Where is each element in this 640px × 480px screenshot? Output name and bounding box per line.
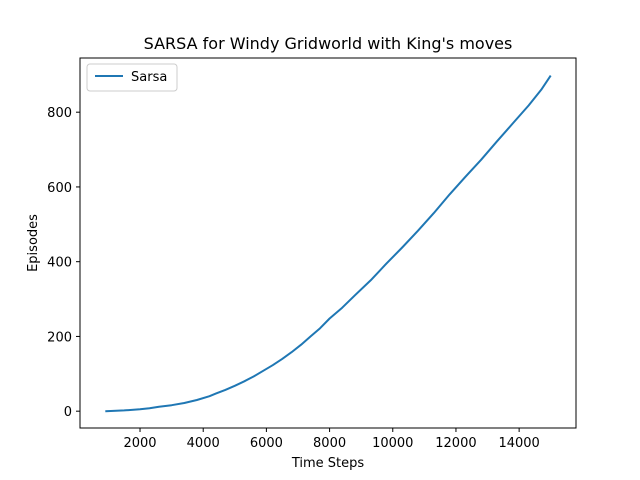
y-axis-ticks: 0 200 400 600 800 — [47, 106, 80, 420]
x-tick-label: 10000 — [372, 436, 413, 451]
axes-frame — [79, 57, 577, 429]
series-line-sarsa — [105, 75, 552, 413]
chart-title: SARSA for Windy Gridworld with King's mo… — [144, 34, 513, 53]
x-axis-label: Time Steps — [291, 456, 365, 471]
legend-box — [86, 63, 178, 92]
x-tick-label: 6000 — [250, 436, 283, 451]
x-axis-ticks: 2000 4000 6000 8000 10000 12000 14000 — [123, 428, 540, 451]
x-tick-label: 12000 — [435, 436, 476, 451]
x-tick-label: 4000 — [187, 436, 220, 451]
y-tick-label: 400 — [47, 256, 72, 271]
y-tick-label: 200 — [47, 330, 72, 345]
plot-area — [105, 75, 552, 413]
x-tick-label: 8000 — [313, 436, 346, 451]
x-tick-label: 2000 — [123, 436, 156, 451]
legend: Sarsa — [86, 63, 178, 92]
y-axis-label: Episodes — [26, 214, 41, 272]
legend-label-sarsa: Sarsa — [131, 70, 167, 85]
x-tick-label: 14000 — [498, 436, 539, 451]
y-tick-label: 600 — [47, 181, 72, 196]
y-tick-label: 800 — [47, 106, 72, 121]
y-tick-label: 0 — [64, 405, 72, 420]
